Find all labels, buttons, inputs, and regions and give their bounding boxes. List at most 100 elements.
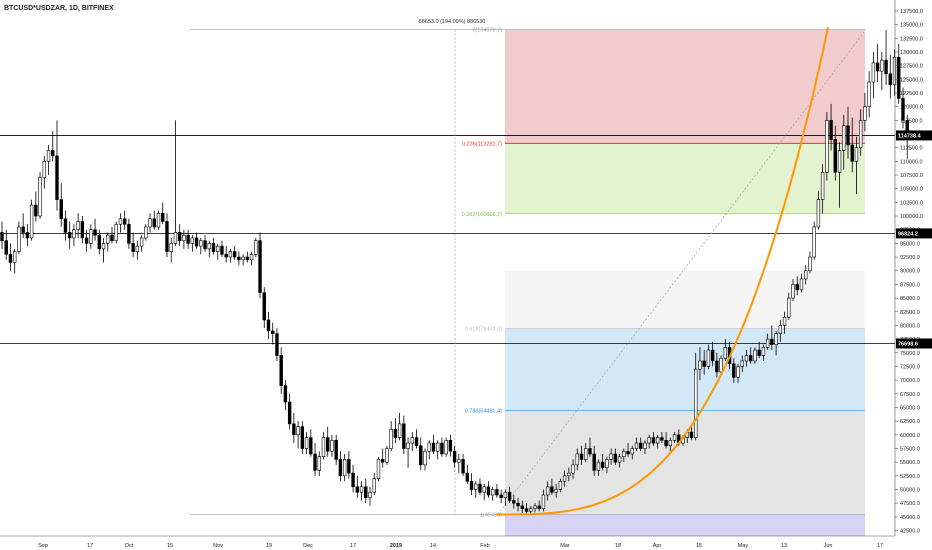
candle <box>753 347 757 364</box>
candle <box>59 183 63 227</box>
candle-body-down <box>80 221 85 239</box>
fib-zone <box>505 270 865 329</box>
fibonacci-retracement[interactable]: 0(134078.7) 0.236(113281.7) 0.382(100408.2… <box>190 28 865 536</box>
candle-body-down <box>110 234 114 241</box>
time-axis[interactable]: Sep 17 Oct 15 Nov 19 Dec 17 2019 14 Feb Mar 18 Apr 15 M… <box>0 535 895 549</box>
candle-body-up <box>46 150 51 162</box>
candle <box>144 224 148 241</box>
candle <box>135 240 140 260</box>
candle <box>765 333 770 351</box>
candle-body-up <box>199 240 203 247</box>
candle <box>266 311 271 340</box>
candle <box>317 451 321 476</box>
candle-body-down <box>232 251 237 258</box>
candle-body-up <box>554 489 558 493</box>
candle-body-up <box>249 254 254 261</box>
price-tick-label: 50000.0 <box>900 488 920 494</box>
candle-body-down <box>884 59 888 75</box>
candle <box>795 276 799 296</box>
candle <box>888 54 893 99</box>
candle-body-up <box>575 453 579 466</box>
price-level-badge[interactable] <box>896 130 932 141</box>
parabolic-curve[interactable] <box>497 27 829 516</box>
candle <box>617 453 622 468</box>
candle <box>643 440 647 454</box>
candle-body-up <box>858 120 863 148</box>
candle-body-up <box>698 360 702 370</box>
candle-body-down <box>326 437 330 452</box>
candle-body-down <box>897 57 901 99</box>
candle <box>829 103 833 151</box>
trend-drawings[interactable] <box>454 29 867 515</box>
candle-body-up <box>571 464 575 474</box>
parabolic-curve-line[interactable] <box>497 27 829 516</box>
candle <box>8 243 13 271</box>
candle-body-up <box>296 426 300 436</box>
price-axis[interactable]: 42500.0 45000.0 47500.0 50000.0 52500.0 55000… <box>894 0 932 536</box>
candle <box>80 216 85 244</box>
candle-body-up <box>694 368 698 438</box>
candle-body-down <box>287 401 292 425</box>
candle <box>427 440 431 460</box>
candle-body-up <box>816 199 821 228</box>
candle-body-down <box>51 150 55 157</box>
candle-body-up <box>541 494 546 509</box>
candle-body-up <box>630 448 634 455</box>
price-tick-label: 75000.0 <box>900 351 920 357</box>
candle <box>393 418 398 444</box>
candle <box>507 486 512 504</box>
candle <box>313 443 317 476</box>
candle-body-down <box>266 319 271 332</box>
candle <box>93 218 97 241</box>
price-tick-label: 52500.0 <box>900 474 920 480</box>
time-tick-label: Sep <box>38 543 48 549</box>
candle-body-down <box>888 73 893 86</box>
candle-body-up <box>765 338 770 348</box>
price-tick-label: 125000.0 <box>900 77 923 83</box>
candle <box>287 393 292 430</box>
candle-body-down <box>664 439 668 447</box>
candle-body-up <box>854 147 859 162</box>
candle-body-up <box>76 221 80 231</box>
candle-body-up <box>880 59 884 72</box>
candle <box>245 251 250 263</box>
price-level-badge[interactable] <box>896 338 932 349</box>
candle-body-down <box>55 155 59 200</box>
candle <box>21 213 25 238</box>
diagonal-trendline[interactable] <box>497 29 867 515</box>
price-tick-label: 137500.0 <box>900 9 923 15</box>
candle-body-up <box>423 450 427 466</box>
candle-body-down <box>0 232 4 241</box>
candle <box>419 437 423 471</box>
candle <box>300 421 305 454</box>
candle-body-up <box>753 349 757 362</box>
price-level-badge[interactable] <box>896 228 932 239</box>
candle <box>194 232 199 249</box>
candle-body-down <box>626 450 630 455</box>
horizontal-levels[interactable] <box>0 135 895 344</box>
candle-body-up <box>241 256 245 261</box>
candle <box>875 43 880 83</box>
candle-body-up <box>317 456 321 471</box>
candle <box>482 484 486 501</box>
candle <box>774 330 778 356</box>
candle <box>338 451 343 482</box>
candle <box>524 503 529 514</box>
candle <box>326 426 330 457</box>
candle-body-down <box>364 486 368 499</box>
candle <box>211 237 216 255</box>
candle <box>655 434 660 449</box>
candle-body-up <box>503 491 508 499</box>
price-tick-label: 70000.0 <box>900 378 920 384</box>
fib-level-label: 1(45436) <box>480 512 502 518</box>
candle-body-up <box>410 437 415 444</box>
candles <box>0 30 909 515</box>
candle-body-up <box>605 459 609 468</box>
candle-body-up <box>368 491 372 499</box>
price-tick-label: 132500.0 <box>900 36 923 42</box>
candle <box>169 237 173 263</box>
time-tick-label: 17 <box>350 543 356 549</box>
price-tick-label: 90000.0 <box>900 269 920 275</box>
candle-body-up <box>719 357 723 373</box>
